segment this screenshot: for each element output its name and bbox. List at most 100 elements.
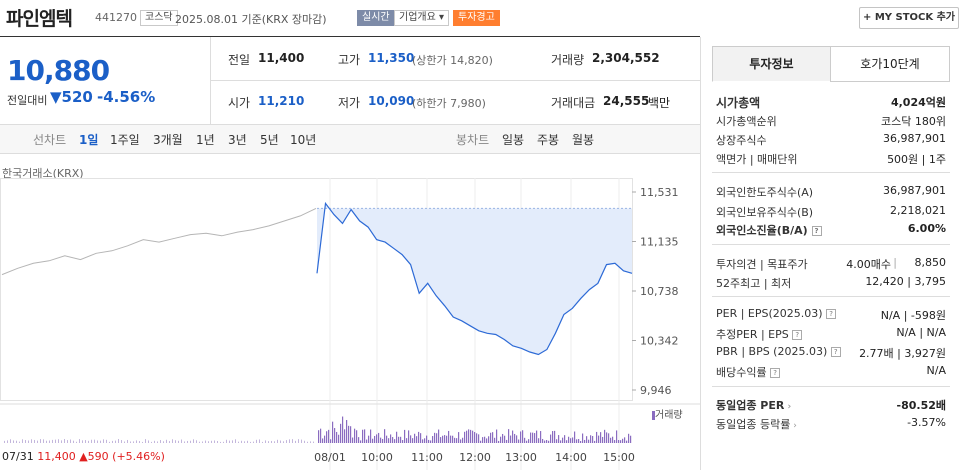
volume-bar bbox=[307, 441, 308, 443]
volume-bar bbox=[606, 432, 608, 443]
volume-bar bbox=[386, 435, 388, 443]
prev-close-label: 전일 bbox=[228, 53, 251, 67]
tab-5year[interactable]: 5년 bbox=[260, 133, 279, 147]
volume-bar bbox=[572, 437, 574, 443]
volume-bar bbox=[566, 440, 568, 443]
volume-bar bbox=[268, 441, 269, 443]
info-icon[interactable]: ? bbox=[830, 347, 841, 357]
volume-bar bbox=[426, 435, 428, 443]
tab-3year[interactable]: 3년 bbox=[228, 133, 247, 147]
volume-bar bbox=[434, 432, 436, 443]
volume-bar bbox=[346, 420, 348, 443]
volume-bar bbox=[508, 429, 510, 443]
volume-bar bbox=[310, 441, 311, 443]
volume-bar bbox=[448, 430, 450, 443]
volume-bar bbox=[238, 441, 239, 443]
volume-bar bbox=[139, 441, 140, 443]
y-tick-label: 11,531 bbox=[640, 186, 679, 199]
volume-bar bbox=[320, 428, 322, 443]
volume-bar bbox=[450, 435, 452, 443]
volume-bar bbox=[412, 438, 414, 443]
volume-bar bbox=[578, 439, 580, 443]
tab-daily[interactable]: 일봉 bbox=[502, 133, 525, 147]
volume-bar bbox=[482, 437, 484, 443]
volume-bar bbox=[444, 435, 446, 443]
info-icon[interactable]: ? bbox=[770, 368, 781, 378]
volume-bar bbox=[112, 440, 113, 443]
volume-bar bbox=[4, 440, 5, 443]
tab-orderbook[interactable]: 호가10단계 bbox=[830, 46, 950, 82]
x-tick-label: 13:00 bbox=[505, 451, 537, 464]
volume-bar bbox=[520, 431, 522, 443]
volume-bar bbox=[148, 440, 149, 443]
info-icon[interactable]: ? bbox=[826, 309, 837, 319]
volume-bar bbox=[196, 440, 197, 443]
volume-bar bbox=[366, 439, 368, 443]
volume-bar bbox=[582, 433, 584, 443]
volume-bar bbox=[544, 440, 546, 443]
volume-bar bbox=[187, 440, 188, 443]
tab-3month[interactable]: 3개월 bbox=[153, 133, 183, 147]
volume-bar bbox=[574, 431, 576, 443]
volume-bar bbox=[360, 440, 362, 443]
volume-bar bbox=[388, 438, 390, 443]
volume-bar bbox=[624, 437, 626, 443]
tab-investment-info[interactable]: 투자정보 bbox=[712, 46, 831, 82]
volume-bar bbox=[133, 441, 134, 443]
open-value: 11,210 bbox=[258, 94, 305, 108]
volume-bar bbox=[522, 430, 524, 443]
volume-bar bbox=[241, 440, 242, 443]
upper-limit: (상한가 14,820) bbox=[412, 54, 493, 67]
info-icon[interactable]: ? bbox=[811, 226, 822, 236]
volume-bar bbox=[442, 435, 444, 443]
tab-1year[interactable]: 1년 bbox=[196, 133, 215, 147]
volume-bar bbox=[548, 440, 550, 443]
volume-bar bbox=[594, 440, 596, 443]
volume-bar bbox=[408, 430, 410, 443]
tab-weekly[interactable]: 주봉 bbox=[537, 133, 560, 147]
volume-bar bbox=[376, 434, 378, 443]
tab-1week[interactable]: 1주일 bbox=[110, 133, 140, 147]
x-tick-label: 11:00 bbox=[411, 451, 443, 464]
volume-bar bbox=[552, 431, 554, 443]
company-overview-dropdown[interactable]: 기업개요 ▾ bbox=[394, 10, 450, 26]
volume-bar bbox=[546, 440, 548, 443]
volume-bar bbox=[295, 440, 296, 443]
info-icon[interactable]: ? bbox=[792, 330, 803, 340]
volume-bar bbox=[374, 435, 376, 443]
volume-bar bbox=[480, 440, 482, 443]
volume-bar bbox=[616, 430, 618, 443]
panel-separator bbox=[712, 172, 950, 173]
volume-legend: 거래량 bbox=[652, 406, 683, 421]
volume-bar bbox=[628, 433, 630, 443]
est-per-value: N/A | N/A bbox=[896, 326, 946, 339]
volume-bar bbox=[205, 440, 206, 443]
price-chart[interactable]: 11,531 11,135 10,738 10,342 9,946 08/01 10:00 1… bbox=[0, 178, 700, 470]
panel-separator bbox=[712, 296, 950, 297]
tab-10year[interactable]: 10년 bbox=[290, 133, 317, 147]
sector-per-label-text: 동일업종 PER bbox=[716, 399, 785, 412]
panel-separator bbox=[712, 244, 950, 245]
stock-code: 441270 bbox=[95, 11, 137, 24]
volume-bar bbox=[516, 435, 518, 443]
realtime-tag[interactable]: 실시간 bbox=[357, 10, 395, 26]
volume-bar bbox=[43, 439, 44, 443]
volume-bar bbox=[348, 425, 350, 443]
volume-bar bbox=[478, 434, 480, 443]
add-mystock-button[interactable]: + MY STOCK 추가 bbox=[859, 7, 959, 29]
tab-monthly[interactable]: 월봉 bbox=[572, 133, 595, 147]
volume-bar bbox=[620, 440, 622, 443]
tab-1day[interactable]: 1일 bbox=[79, 133, 99, 147]
price-line bbox=[316, 201, 633, 356]
volume-bar bbox=[184, 441, 185, 443]
volume-bar bbox=[390, 434, 392, 443]
volume-bar bbox=[586, 436, 588, 443]
pbr-label-text: PBR | BPS (2025.03) bbox=[716, 345, 828, 358]
warning-tag[interactable]: 투자경고 bbox=[453, 10, 500, 26]
volume-bar bbox=[208, 441, 209, 443]
volume-bar bbox=[130, 441, 131, 443]
volume-bar bbox=[181, 439, 182, 443]
volume-bar bbox=[142, 441, 143, 443]
volume-bar bbox=[301, 439, 302, 443]
volume-bar bbox=[220, 441, 221, 443]
